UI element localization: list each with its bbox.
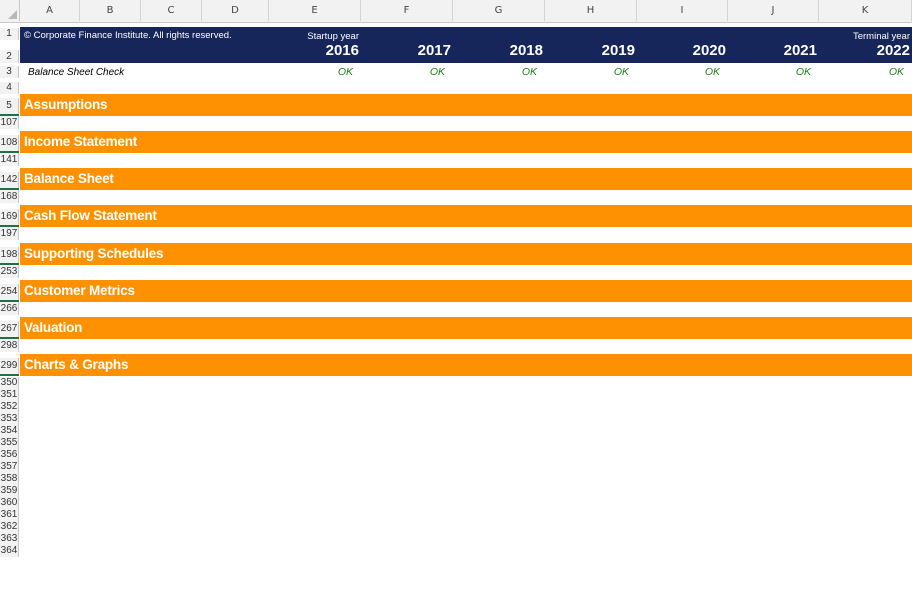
select-all-triangle-icon bbox=[8, 10, 17, 19]
section-assumptions[interactable]: Assumptions bbox=[20, 94, 912, 116]
check-ok-2018[interactable]: OK bbox=[521, 66, 537, 78]
row-header-360[interactable]: 360 bbox=[0, 497, 19, 509]
section-label: Valuation bbox=[24, 320, 83, 335]
balance-sheet-check-label[interactable]: Balance Sheet Check bbox=[28, 67, 125, 78]
check-ok-2020[interactable]: OK bbox=[704, 66, 720, 78]
row-header-298[interactable]: 298 bbox=[0, 339, 19, 352]
row-header-353[interactable]: 353 bbox=[0, 413, 19, 425]
check-ok-2016[interactable]: OK bbox=[337, 66, 353, 78]
row-header-350[interactable]: 350 bbox=[0, 377, 19, 389]
column-header-e[interactable]: E bbox=[269, 0, 361, 21]
row-header-355[interactable]: 355 bbox=[0, 437, 19, 449]
row-header-351[interactable]: 351 bbox=[0, 389, 19, 401]
startup-year-label[interactable]: Startup year bbox=[307, 31, 359, 42]
row-header-107[interactable]: 107 bbox=[0, 116, 19, 129]
copyright-text[interactable]: © Corporate Finance Institute. All right… bbox=[24, 30, 232, 41]
row-group-marker bbox=[0, 374, 19, 376]
column-header-j[interactable]: J bbox=[728, 0, 819, 21]
column-header-h[interactable]: H bbox=[545, 0, 637, 21]
year-2021-cell[interactable]: 2021 bbox=[783, 42, 817, 59]
title-header-band bbox=[20, 27, 912, 63]
row-group-marker bbox=[0, 188, 19, 190]
column-header-k[interactable]: K bbox=[819, 0, 912, 21]
row-group-marker bbox=[0, 337, 19, 339]
column-header-d[interactable]: D bbox=[202, 0, 269, 21]
row-header-3[interactable]: 3 bbox=[0, 66, 19, 78]
section-label: Assumptions bbox=[24, 97, 108, 112]
section-label: Customer Metrics bbox=[24, 283, 135, 298]
section-label: Supporting Schedules bbox=[24, 246, 164, 261]
section-customer-metrics[interactable]: Customer Metrics bbox=[20, 280, 912, 302]
row-header-1[interactable]: 1 bbox=[0, 28, 19, 40]
section-label: Income Statement bbox=[24, 134, 138, 149]
year-2020-cell[interactable]: 2020 bbox=[692, 42, 726, 59]
column-header-a[interactable]: A bbox=[20, 0, 80, 21]
column-header-f[interactable]: F bbox=[361, 0, 453, 21]
section-label: Balance Sheet bbox=[24, 171, 114, 186]
row-header-358[interactable]: 358 bbox=[0, 473, 19, 485]
section-charts-graphs[interactable]: Charts & Graphs bbox=[20, 354, 912, 376]
row-header-141[interactable]: 141 bbox=[0, 153, 19, 166]
column-header-b[interactable]: B bbox=[80, 0, 141, 21]
row-header-253[interactable]: 253 bbox=[0, 265, 19, 278]
row-header-363[interactable]: 363 bbox=[0, 533, 19, 545]
row-group-marker bbox=[0, 263, 19, 265]
row-header-254[interactable]: 254 bbox=[0, 284, 19, 300]
section-balance-sheet[interactable]: Balance Sheet bbox=[20, 168, 912, 190]
row-header-361[interactable]: 361 bbox=[0, 509, 19, 521]
row-header-197[interactable]: 197 bbox=[0, 227, 19, 240]
row-header-352[interactable]: 352 bbox=[0, 401, 19, 413]
row-header-362[interactable]: 362 bbox=[0, 521, 19, 533]
section-income-statement[interactable]: Income Statement bbox=[20, 131, 912, 153]
row-header-108[interactable]: 108 bbox=[0, 135, 19, 151]
year-2016-cell[interactable]: 2016 bbox=[325, 42, 359, 59]
terminal-year-label[interactable]: Terminal year bbox=[852, 31, 910, 42]
row-group-marker bbox=[0, 151, 19, 153]
section-supporting-schedules[interactable]: Supporting Schedules bbox=[20, 243, 912, 265]
section-cash-flow-statement[interactable]: Cash Flow Statement bbox=[20, 205, 912, 227]
section-label: Cash Flow Statement bbox=[24, 208, 157, 223]
check-ok-2017[interactable]: OK bbox=[429, 66, 445, 78]
select-all-corner[interactable] bbox=[0, 0, 20, 21]
year-2019-cell[interactable]: 2019 bbox=[601, 42, 635, 59]
row-header-2[interactable]: 2 bbox=[0, 50, 19, 63]
row-group-marker bbox=[0, 300, 19, 302]
section-valuation[interactable]: Valuation bbox=[20, 317, 912, 339]
row-header-364[interactable]: 364 bbox=[0, 545, 19, 557]
column-header-c[interactable]: C bbox=[141, 0, 202, 21]
row-header-169[interactable]: 169 bbox=[0, 209, 19, 225]
check-ok-2021[interactable]: OK bbox=[795, 66, 811, 78]
row-header-267[interactable]: 267 bbox=[0, 321, 19, 337]
row-header-198[interactable]: 198 bbox=[0, 247, 19, 263]
row-header-168[interactable]: 168 bbox=[0, 190, 19, 203]
column-header-g[interactable]: G bbox=[453, 0, 545, 21]
section-label: Charts & Graphs bbox=[24, 357, 129, 372]
check-ok-2019[interactable]: OK bbox=[613, 66, 629, 78]
year-2022-cell[interactable]: 2022 bbox=[876, 42, 910, 59]
year-2017-cell[interactable]: 2017 bbox=[417, 42, 451, 59]
row-group-marker bbox=[0, 114, 19, 116]
year-2018-cell[interactable]: 2018 bbox=[509, 42, 543, 59]
row-header-5[interactable]: 5 bbox=[0, 98, 19, 114]
column-header-i[interactable]: I bbox=[637, 0, 728, 21]
row-header-359[interactable]: 359 bbox=[0, 485, 19, 497]
row-header-356[interactable]: 356 bbox=[0, 449, 19, 461]
row-header-266[interactable]: 266 bbox=[0, 302, 19, 315]
row-group-marker bbox=[0, 225, 19, 227]
check-ok-2022[interactable]: OK bbox=[888, 66, 904, 78]
column-header-bar: A B C D E F G H I J K bbox=[0, 0, 912, 23]
row-header-4[interactable]: 4 bbox=[0, 82, 19, 94]
row-header-142[interactable]: 142 bbox=[0, 172, 19, 188]
row-header-357[interactable]: 357 bbox=[0, 461, 19, 473]
row-header-299[interactable]: 299 bbox=[0, 358, 19, 374]
row-header-354[interactable]: 354 bbox=[0, 425, 19, 437]
